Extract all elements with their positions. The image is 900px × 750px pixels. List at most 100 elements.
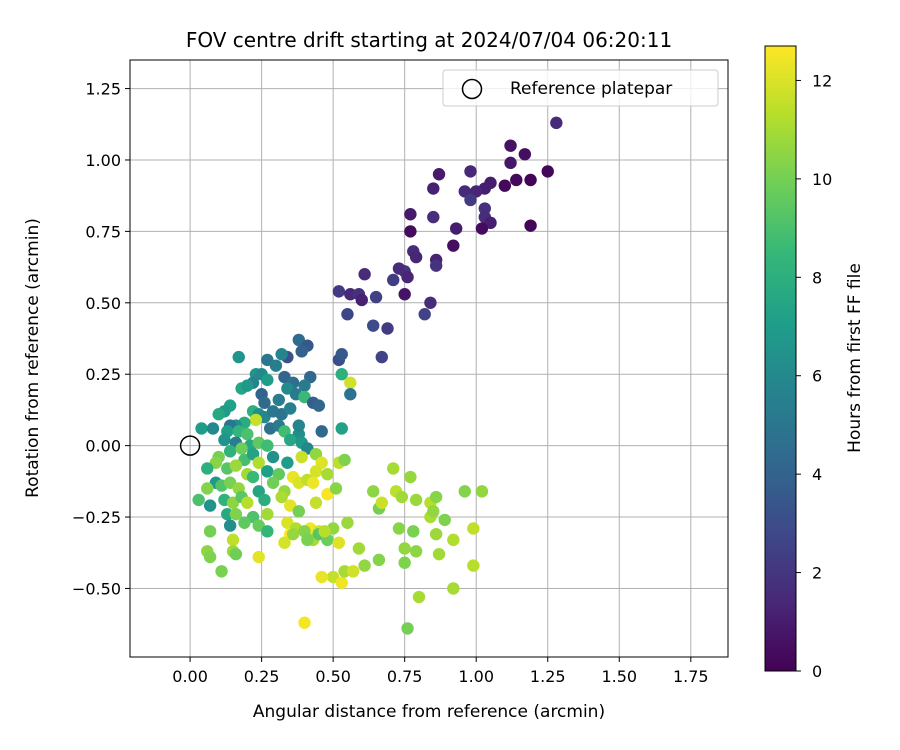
data-point xyxy=(332,536,346,549)
data-point xyxy=(261,439,274,452)
data-point xyxy=(261,525,274,538)
data-point xyxy=(458,485,471,498)
data-point xyxy=(232,350,245,364)
data-point xyxy=(404,470,417,484)
data-point xyxy=(467,522,480,535)
x-tick-label: 0.25 xyxy=(244,667,280,686)
data-point xyxy=(201,482,214,495)
data-point xyxy=(369,290,383,304)
data-point xyxy=(221,507,234,521)
data-point xyxy=(275,348,288,361)
data-point xyxy=(447,533,460,547)
x-tick-label: 1.50 xyxy=(601,667,637,686)
y-tick-label: 1.00 xyxy=(85,151,121,170)
data-point xyxy=(315,425,328,438)
data-point xyxy=(335,368,348,381)
data-point xyxy=(292,419,306,432)
data-point xyxy=(478,202,491,215)
y-tick-label: −0.25 xyxy=(72,508,121,527)
data-point xyxy=(338,565,351,578)
data-point xyxy=(284,402,297,415)
data-point xyxy=(338,453,351,467)
data-point xyxy=(346,565,360,578)
data-point xyxy=(447,582,460,595)
colorbar-tick-label: 2 xyxy=(812,564,822,583)
data-point xyxy=(524,219,537,232)
y-axis-ticks: −0.50 −0.25 0.00 0.25 0.50 0.75 1.00 1.25 xyxy=(72,80,130,598)
data-point xyxy=(258,493,271,507)
colorbar-gradient xyxy=(764,45,797,672)
data-point xyxy=(241,379,254,392)
data-point xyxy=(504,156,517,170)
data-point xyxy=(284,433,297,447)
data-point xyxy=(226,533,240,547)
data-point xyxy=(387,462,400,475)
data-point xyxy=(203,499,217,512)
data-point xyxy=(387,273,400,287)
data-point xyxy=(341,308,354,321)
data-point xyxy=(398,542,411,555)
data-point xyxy=(344,288,357,301)
data-point xyxy=(464,193,477,207)
colorbar-tick-label: 8 xyxy=(812,268,822,287)
data-point xyxy=(367,485,380,498)
data-point xyxy=(344,388,357,401)
y-axis-label: Rotation from reference (arcmin) xyxy=(23,218,43,498)
data-point xyxy=(246,470,260,484)
data-point xyxy=(298,379,311,392)
data-point xyxy=(429,490,443,504)
data-point xyxy=(281,456,294,469)
data-point xyxy=(418,308,431,321)
data-point xyxy=(261,465,274,478)
data-point xyxy=(309,465,323,478)
data-point xyxy=(212,408,225,421)
data-point xyxy=(432,168,446,181)
data-point xyxy=(269,359,283,372)
data-point xyxy=(467,559,480,572)
data-point xyxy=(475,222,489,235)
data-point xyxy=(409,250,423,264)
data-point xyxy=(258,396,271,409)
data-point xyxy=(261,373,274,387)
data-point xyxy=(278,536,291,549)
data-point xyxy=(464,165,477,178)
colorbar-tick-label: 0 xyxy=(812,662,822,681)
data-point xyxy=(223,445,237,458)
data-point xyxy=(295,345,308,358)
data-point xyxy=(201,462,214,475)
colorbar-tick-label: 4 xyxy=(812,465,822,484)
data-point xyxy=(229,547,243,561)
data-point xyxy=(358,268,371,281)
x-tick-label: 1.00 xyxy=(458,667,494,686)
data-point xyxy=(375,496,388,509)
data-point xyxy=(192,493,205,507)
data-point xyxy=(218,433,231,447)
data-point xyxy=(550,116,563,130)
data-point xyxy=(432,547,446,561)
data-point xyxy=(449,222,463,235)
data-point xyxy=(261,507,274,521)
y-tick-label: 0.50 xyxy=(85,294,121,313)
data-point xyxy=(252,456,265,469)
data-point xyxy=(206,422,220,435)
data-point xyxy=(252,550,265,564)
data-point xyxy=(375,350,388,364)
data-point xyxy=(203,550,217,564)
x-tick-label: 0.50 xyxy=(315,667,351,686)
y-tick-label: 0.00 xyxy=(85,437,121,456)
data-point xyxy=(229,459,243,472)
data-point xyxy=(321,467,334,481)
legend-label: Reference platepar xyxy=(510,79,672,99)
colorbar: 0 2 4 6 8 10 12 Hours from first FF file xyxy=(764,45,865,681)
data-point xyxy=(401,270,414,284)
data-point xyxy=(332,285,346,298)
data-point xyxy=(229,507,243,521)
data-point xyxy=(409,545,423,558)
data-point xyxy=(395,490,409,504)
data-point xyxy=(381,322,394,335)
data-point xyxy=(335,422,348,435)
data-point xyxy=(195,422,208,435)
data-point xyxy=(498,179,512,192)
data-point xyxy=(404,208,417,221)
